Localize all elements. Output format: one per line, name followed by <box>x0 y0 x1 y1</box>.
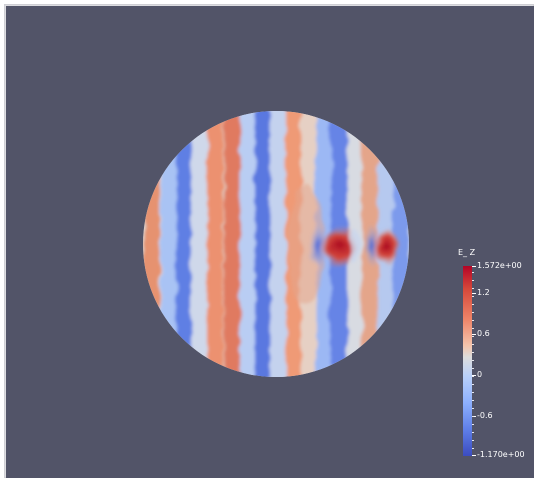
render-viewport[interactable] <box>6 6 534 478</box>
minor-tick <box>472 440 474 441</box>
minor-tick <box>472 376 474 377</box>
minor-tick <box>472 360 474 361</box>
field-band <box>224 111 240 377</box>
field-band <box>255 111 271 377</box>
legend-max-label: 1.572e+00 <box>477 261 522 270</box>
tick-max-mark <box>472 266 476 267</box>
tick-label: 0.6 <box>477 329 490 338</box>
colormap-bar <box>463 266 472 456</box>
field-disk <box>143 111 409 377</box>
tick-mark <box>472 293 476 294</box>
field-band <box>207 111 223 377</box>
minor-tick <box>472 400 474 401</box>
minor-tick <box>472 384 474 385</box>
field-render[interactable] <box>6 6 534 478</box>
minor-tick <box>472 416 474 417</box>
minor-tick <box>472 328 474 329</box>
minor-tick <box>472 432 474 433</box>
tick-label: 0 <box>477 370 483 379</box>
tick-mark <box>472 375 476 376</box>
field-band <box>161 111 177 377</box>
field-band <box>144 111 160 377</box>
field-band <box>191 111 207 377</box>
minor-tick <box>472 288 474 289</box>
minor-tick <box>472 320 474 321</box>
minor-tick <box>472 448 474 449</box>
minor-tick <box>472 304 474 305</box>
minor-tick <box>472 296 474 297</box>
field-band <box>270 111 286 377</box>
field-band <box>240 111 256 377</box>
minor-tick <box>472 352 474 353</box>
minor-tick <box>472 392 474 393</box>
tick-min-mark <box>472 455 476 456</box>
legend-title: E_ Z <box>458 248 476 257</box>
minor-tick <box>472 312 474 313</box>
scalar-bar-legend[interactable]: E_ Z 1.572e+00 1.2 0.6 0 -0.6 -1.170e+00 <box>455 248 535 463</box>
tick-mark <box>472 334 476 335</box>
render-view-frame <box>4 4 534 478</box>
minor-tick <box>472 280 474 281</box>
tick-mark <box>472 416 476 417</box>
tick-label: 1.2 <box>477 288 490 297</box>
minor-tick <box>472 408 474 409</box>
minor-tick <box>472 424 474 425</box>
legend-min-label: -1.170e+00 <box>477 450 525 459</box>
minor-tick <box>472 368 474 369</box>
minor-tick <box>472 336 474 337</box>
tick-label: -0.6 <box>477 411 493 420</box>
minor-tick <box>472 272 474 273</box>
field-band <box>176 111 192 377</box>
minor-tick <box>472 344 474 345</box>
